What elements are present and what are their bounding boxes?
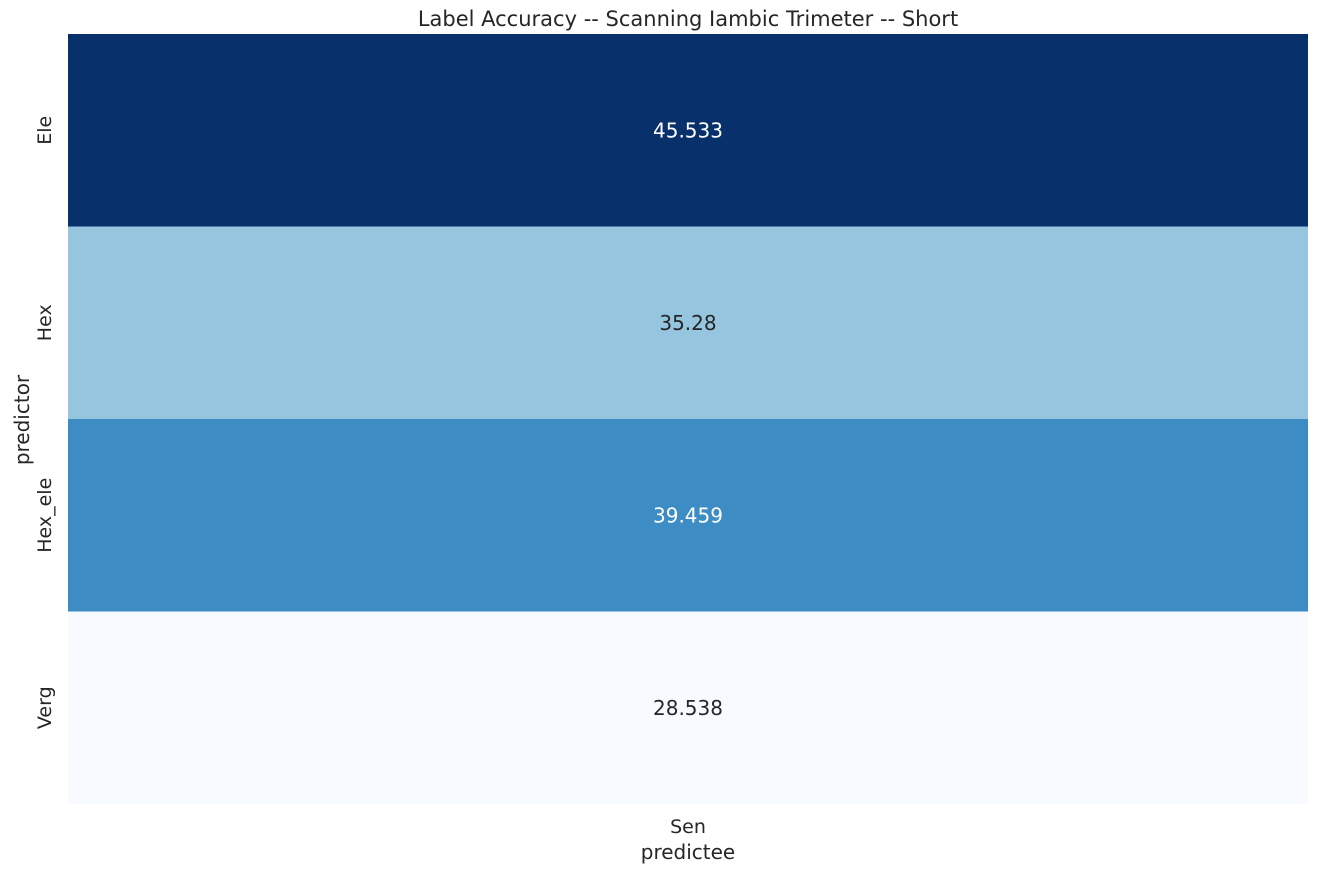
heatmap-cell-verg bbox=[68, 611, 1308, 804]
heatmap-cell-hex-ele bbox=[68, 419, 1308, 612]
chart-title: Label Accuracy -- Scanning Iambic Trimet… bbox=[418, 7, 958, 31]
y-tick-labels: Ele Hex Hex_ele Verg bbox=[34, 116, 56, 729]
heatmap-value-label: 39.459 bbox=[653, 503, 723, 527]
y-tick-label: Hex_ele bbox=[34, 478, 56, 553]
heatmap-value-label: 45.533 bbox=[653, 118, 723, 142]
x-axis-label: predictee bbox=[641, 840, 735, 864]
heatmap-cell-ele bbox=[68, 34, 1308, 227]
y-tick-label: Hex bbox=[34, 304, 56, 341]
x-tick-labels: Sen bbox=[670, 816, 706, 838]
plot-area: 45.533 35.28 39.459 28.538 bbox=[68, 34, 1308, 804]
y-tick-label: Verg bbox=[34, 686, 56, 729]
heatmap-value-label: 35.28 bbox=[659, 311, 716, 335]
heatmap-value-label: 28.538 bbox=[653, 696, 723, 720]
x-tick-label: Sen bbox=[670, 816, 706, 838]
heatmap-cell-hex bbox=[68, 226, 1308, 419]
y-tick-label: Ele bbox=[34, 116, 56, 145]
y-axis-label: predictor bbox=[10, 374, 34, 465]
